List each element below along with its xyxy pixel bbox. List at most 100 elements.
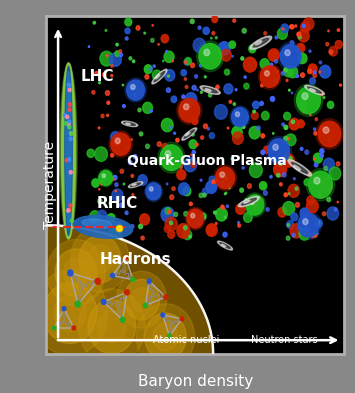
Circle shape <box>111 75 113 77</box>
Ellipse shape <box>66 72 71 230</box>
Circle shape <box>99 171 112 185</box>
Circle shape <box>152 24 153 26</box>
Circle shape <box>180 317 184 321</box>
Circle shape <box>260 101 263 105</box>
Circle shape <box>232 126 242 138</box>
Circle shape <box>319 71 321 73</box>
Ellipse shape <box>291 162 308 173</box>
Circle shape <box>132 60 135 62</box>
Circle shape <box>215 167 235 189</box>
Circle shape <box>66 115 69 119</box>
Circle shape <box>101 114 104 118</box>
Circle shape <box>278 42 303 70</box>
Ellipse shape <box>203 88 217 93</box>
Circle shape <box>133 154 137 159</box>
Circle shape <box>129 160 132 165</box>
Circle shape <box>235 89 237 91</box>
Circle shape <box>149 67 152 71</box>
Circle shape <box>244 83 249 89</box>
Ellipse shape <box>65 66 72 235</box>
Circle shape <box>191 213 195 218</box>
Circle shape <box>326 42 329 46</box>
Circle shape <box>315 163 318 167</box>
Circle shape <box>299 228 310 240</box>
Circle shape <box>68 126 71 129</box>
Circle shape <box>106 114 109 116</box>
Circle shape <box>214 105 228 119</box>
Ellipse shape <box>310 88 315 92</box>
Circle shape <box>111 132 120 141</box>
Circle shape <box>177 224 190 238</box>
Circle shape <box>141 236 144 240</box>
Circle shape <box>306 200 318 213</box>
Circle shape <box>122 84 124 86</box>
Circle shape <box>87 245 112 273</box>
Circle shape <box>187 220 190 223</box>
Circle shape <box>105 29 107 31</box>
Circle shape <box>244 213 252 222</box>
Circle shape <box>220 182 225 187</box>
Circle shape <box>209 133 214 139</box>
Circle shape <box>97 310 126 343</box>
Ellipse shape <box>129 182 143 187</box>
Circle shape <box>233 132 243 144</box>
Circle shape <box>328 176 330 178</box>
Ellipse shape <box>221 244 226 247</box>
Circle shape <box>145 75 149 79</box>
Circle shape <box>288 138 290 140</box>
Circle shape <box>320 65 331 78</box>
Circle shape <box>43 283 97 343</box>
Circle shape <box>115 183 118 186</box>
Circle shape <box>174 132 176 134</box>
Circle shape <box>111 133 131 155</box>
Circle shape <box>295 25 297 28</box>
Circle shape <box>123 183 125 185</box>
Circle shape <box>305 95 308 99</box>
Circle shape <box>202 188 208 195</box>
Ellipse shape <box>205 89 211 92</box>
Circle shape <box>309 50 311 53</box>
Circle shape <box>195 143 198 146</box>
Circle shape <box>191 63 195 68</box>
Circle shape <box>116 43 118 46</box>
Circle shape <box>151 110 152 112</box>
Circle shape <box>261 150 264 154</box>
Circle shape <box>131 139 132 140</box>
Circle shape <box>250 163 262 178</box>
Circle shape <box>149 187 153 191</box>
Circle shape <box>168 230 175 238</box>
Circle shape <box>242 167 244 169</box>
Circle shape <box>140 214 149 225</box>
Ellipse shape <box>294 165 300 170</box>
Circle shape <box>285 50 290 56</box>
Circle shape <box>290 25 293 29</box>
Circle shape <box>290 224 302 238</box>
Circle shape <box>122 105 125 108</box>
Circle shape <box>262 111 269 120</box>
Circle shape <box>284 66 293 77</box>
Circle shape <box>100 183 103 185</box>
Circle shape <box>273 132 274 134</box>
Circle shape <box>167 145 168 147</box>
Circle shape <box>206 181 217 193</box>
Circle shape <box>260 182 267 190</box>
Circle shape <box>203 124 207 129</box>
Circle shape <box>215 222 217 224</box>
Circle shape <box>165 151 171 157</box>
Circle shape <box>62 307 66 311</box>
Circle shape <box>115 138 120 143</box>
Circle shape <box>224 69 230 75</box>
Circle shape <box>229 41 235 48</box>
Circle shape <box>186 92 197 105</box>
Circle shape <box>289 89 290 91</box>
Circle shape <box>200 64 202 67</box>
Circle shape <box>281 24 289 33</box>
Circle shape <box>109 131 132 158</box>
Circle shape <box>241 57 244 60</box>
Circle shape <box>70 132 72 135</box>
Circle shape <box>303 18 314 30</box>
Circle shape <box>284 112 290 120</box>
Circle shape <box>116 271 166 328</box>
Circle shape <box>320 149 324 153</box>
Circle shape <box>115 190 116 192</box>
